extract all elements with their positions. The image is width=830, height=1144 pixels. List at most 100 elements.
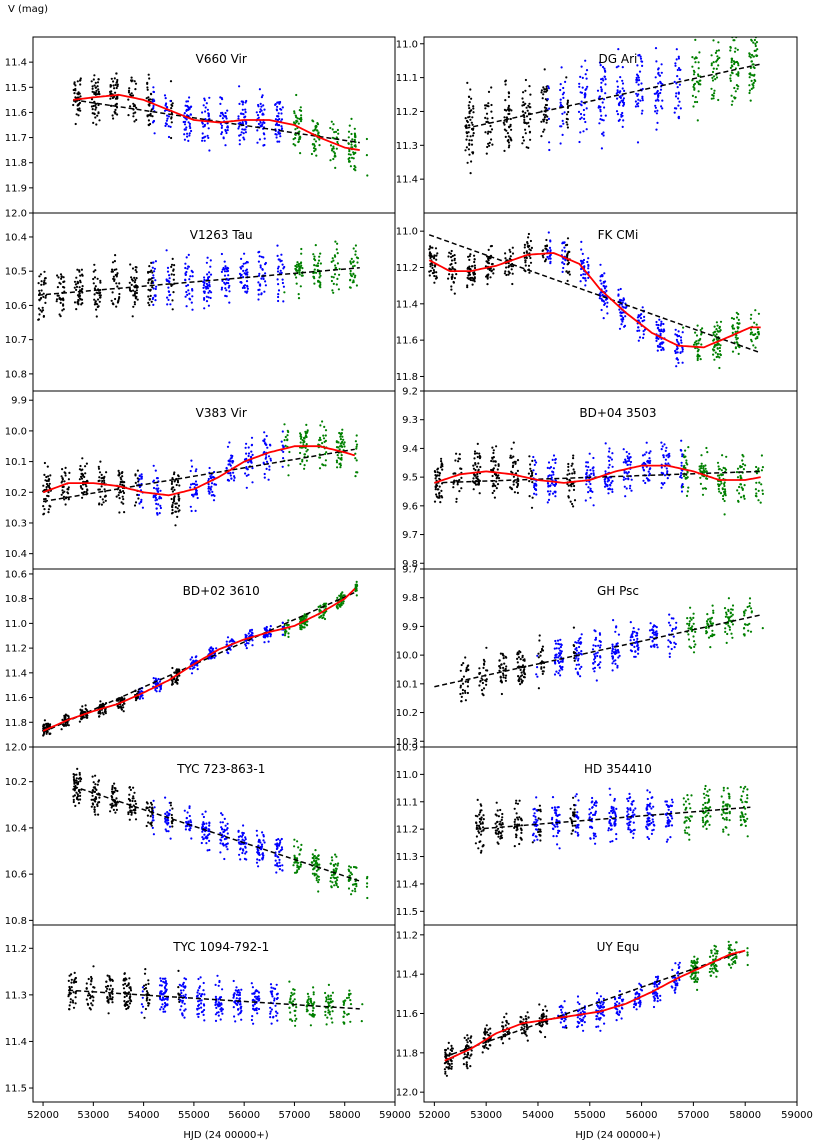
data-point	[559, 638, 562, 641]
data-point	[677, 91, 680, 94]
data-point	[62, 280, 65, 284]
data-point	[525, 146, 528, 149]
data-point	[244, 273, 247, 276]
data-point	[265, 634, 269, 637]
data-point	[510, 268, 513, 271]
data-point	[313, 282, 316, 285]
data-point	[480, 689, 484, 692]
data-point	[114, 97, 117, 100]
data-point	[314, 244, 317, 247]
data-point	[258, 138, 261, 141]
data-point	[599, 279, 602, 282]
data-point	[676, 335, 679, 338]
data-point	[511, 252, 515, 255]
data-point	[476, 465, 479, 468]
data-point	[451, 267, 454, 270]
data-point	[332, 123, 335, 126]
data-point	[636, 103, 639, 106]
data-point	[274, 118, 277, 121]
data-point	[99, 460, 102, 463]
data-point	[305, 443, 308, 446]
data-point	[134, 111, 137, 114]
data-point	[693, 100, 697, 104]
data-point	[354, 145, 357, 148]
data-point	[91, 85, 94, 88]
data-point	[705, 470, 708, 473]
data-point	[283, 439, 286, 442]
data-point	[278, 124, 281, 127]
data-point	[748, 84, 751, 87]
data-point	[282, 267, 285, 270]
plot-area	[42, 420, 359, 527]
data-point	[98, 710, 101, 713]
data-point	[183, 112, 186, 115]
data-point	[468, 255, 471, 258]
data-point	[321, 616, 324, 620]
data-point	[250, 631, 253, 634]
data-point	[113, 77, 116, 80]
y-tick-label: 12.0	[5, 743, 27, 754]
data-point	[220, 111, 223, 115]
data-point	[562, 266, 565, 270]
data-point	[343, 445, 346, 448]
data-point	[57, 276, 60, 279]
data-point	[712, 609, 715, 612]
data-point	[339, 432, 342, 435]
data-point	[241, 286, 244, 289]
data-point	[219, 102, 222, 105]
data-point	[147, 73, 150, 76]
data-point	[184, 104, 187, 107]
data-point	[642, 468, 645, 471]
data-point	[713, 330, 716, 334]
data-point	[322, 434, 325, 437]
data-point	[734, 47, 737, 50]
data-point	[434, 277, 438, 280]
data-point	[677, 55, 680, 58]
data-point	[72, 103, 75, 107]
data-point	[334, 255, 337, 258]
data-point	[435, 258, 438, 261]
data-point	[604, 92, 607, 95]
data-point	[467, 131, 470, 134]
data-point	[508, 248, 511, 251]
data-point	[238, 143, 241, 146]
data-point	[40, 289, 43, 292]
data-point	[75, 276, 78, 279]
data-point	[76, 92, 79, 95]
data-point	[584, 273, 587, 276]
data-point	[156, 477, 159, 480]
data-point	[42, 727, 45, 730]
data-point	[636, 141, 640, 144]
data-point	[336, 454, 339, 457]
data-point	[171, 508, 174, 512]
data-point	[527, 264, 531, 267]
data-point	[245, 122, 248, 125]
data-point	[42, 484, 45, 487]
data-point	[99, 281, 102, 284]
data-point	[599, 263, 602, 266]
data-point	[600, 90, 603, 93]
data-point	[640, 82, 643, 85]
data-point	[546, 490, 550, 493]
data-point	[647, 470, 650, 473]
data-point	[546, 466, 549, 469]
data-point	[596, 89, 600, 92]
data-point	[336, 140, 339, 144]
data-point	[245, 467, 248, 470]
data-point	[698, 468, 701, 471]
data-point	[207, 296, 210, 299]
data-point	[490, 110, 493, 113]
data-point	[174, 478, 177, 481]
data-point	[744, 464, 747, 467]
data-point	[263, 440, 266, 443]
data-point	[719, 344, 722, 347]
data-point	[559, 83, 562, 86]
data-point	[121, 471, 124, 474]
data-point	[188, 107, 191, 110]
data-point	[752, 31, 754, 33]
data-point	[78, 270, 81, 273]
data-point	[587, 267, 590, 270]
data-point	[685, 494, 689, 497]
data-point	[188, 292, 191, 295]
